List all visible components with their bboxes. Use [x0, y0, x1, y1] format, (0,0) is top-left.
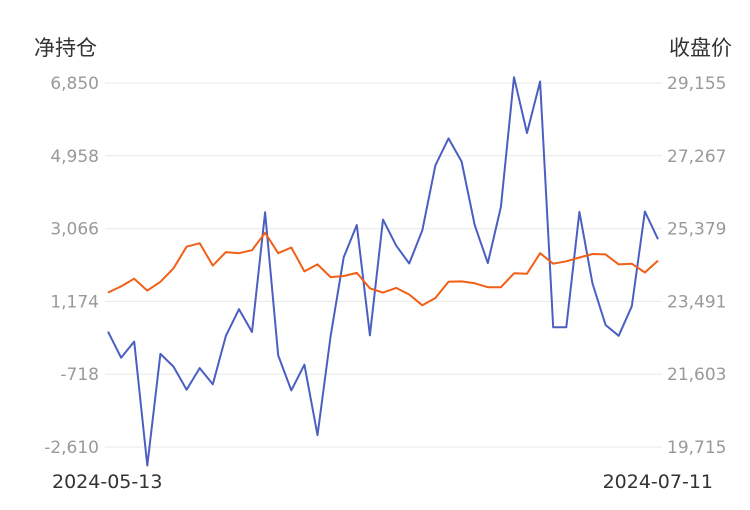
left-tick-label: 3,066: [50, 220, 99, 240]
left-tick-label: 1,174: [50, 292, 99, 312]
left-axis-ticks: 6,850 4,958 3,066 1,174 -718 -2,610: [44, 74, 99, 458]
x-start-label: 2024-05-13: [52, 471, 162, 493]
left-tick-label: 6,850: [50, 74, 99, 94]
series-line-close-price: [107, 231, 659, 307]
right-tick-label: 19,715: [667, 438, 726, 458]
left-tick-label: -2,610: [44, 438, 99, 458]
right-axis-ticks: 29,155 27,267 25,379 23,491 21,603 19,715: [667, 74, 726, 458]
right-tick-label: 25,379: [667, 220, 726, 240]
left-tick-label: 4,958: [50, 147, 99, 167]
right-tick-label: 27,267: [667, 147, 726, 167]
series-lines: [107, 76, 659, 467]
left-axis-title: 净持仓: [34, 36, 97, 60]
series-line-net-position: [107, 76, 659, 467]
right-tick-label: 21,603: [667, 365, 726, 385]
right-tick-label: 29,155: [667, 74, 726, 94]
left-tick-label: -718: [60, 365, 99, 385]
grid-lines: [105, 82, 662, 448]
right-axis-title: 收盘价: [669, 36, 732, 60]
right-tick-label: 23,491: [667, 292, 726, 312]
x-end-label: 2024-07-11: [603, 471, 713, 493]
